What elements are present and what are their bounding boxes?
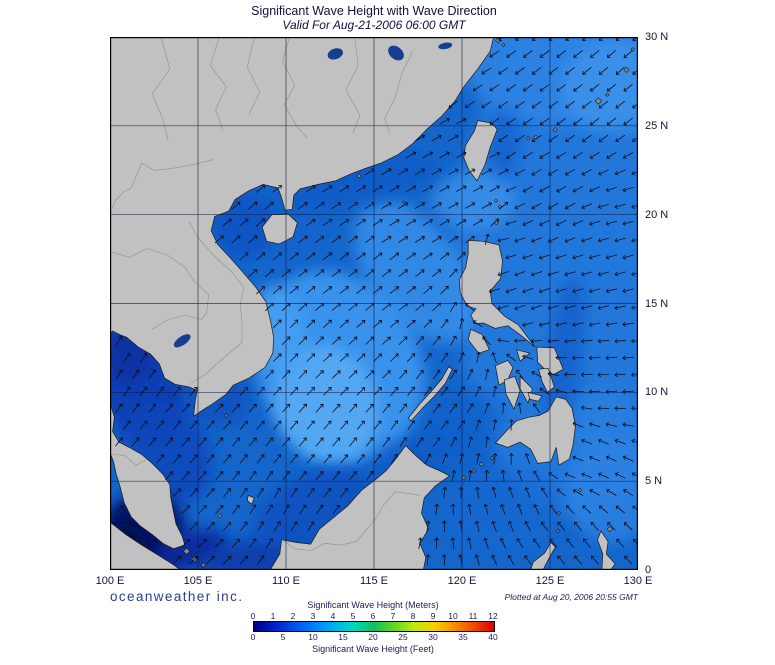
lon-label: 115 E <box>360 575 388 587</box>
lat-label: 10 N <box>645 386 669 399</box>
meters-tick: 2 <box>290 611 296 621</box>
feet-tick: 5 <box>280 632 286 642</box>
longitude-axis: 100 E 105 E 110 E 115 E 120 E 125 E 130 E <box>96 575 653 589</box>
meters-tick: 11 <box>468 611 478 621</box>
colorbar <box>253 621 495 632</box>
meters-tick: 5 <box>350 611 356 621</box>
lakes <box>173 42 453 348</box>
feet-tick: 25 <box>398 632 408 642</box>
lat-label: 25 N <box>645 119 669 132</box>
lon-label: 130 E <box>623 575 653 587</box>
lat-label: 5 N <box>645 475 663 488</box>
oceanweather-logo: oceanweather inc. <box>110 589 244 604</box>
legend-feet-label: Significant Wave Height (Feet) <box>312 644 434 654</box>
wave-direction-arrows <box>114 37 638 566</box>
latitude-axis: 0 5 N 10 N 15 N 20 N 25 N 30 N <box>645 31 690 576</box>
lat-label: 0 <box>645 564 652 576</box>
lat-label: 15 N <box>645 297 669 310</box>
graticule-grid <box>110 37 638 570</box>
plotted-timestamp: Plotted at Aug 20, 2006 20:55 GMT <box>504 592 638 602</box>
map-frame <box>110 37 638 570</box>
lon-label: 110 E <box>272 575 300 587</box>
lon-label: 105 E <box>183 575 213 587</box>
meters-tick: 10 <box>448 611 458 621</box>
feet-tick: 40 <box>488 632 498 642</box>
page-title: Significant Wave Height with Wave Direct… <box>251 4 497 18</box>
meters-tick: 9 <box>430 611 436 621</box>
meters-tick: 8 <box>410 611 416 621</box>
map-canvas <box>110 37 638 570</box>
meters-tick: 6 <box>370 611 376 621</box>
meters-tick: 4 <box>330 611 336 621</box>
feet-tick: 10 <box>308 632 318 642</box>
lat-label: 30 N <box>645 31 669 43</box>
lon-label: 100 E <box>95 575 125 587</box>
legend-feet-ticks: 0 5 10 15 20 25 30 35 40 <box>250 632 498 642</box>
legend-meters-label: Significant Wave Height (Meters) <box>307 600 439 610</box>
meters-tick: 7 <box>390 611 396 621</box>
legend-meters-ticks: 0 1 2 3 4 5 6 7 8 9 10 11 12 <box>250 611 498 621</box>
feet-tick: 15 <box>338 632 348 642</box>
meters-tick: 3 <box>310 611 316 621</box>
feet-tick: 30 <box>428 632 438 642</box>
lat-label: 20 N <box>645 208 669 221</box>
meters-tick: 1 <box>270 611 276 621</box>
landmasses <box>110 37 635 570</box>
meters-tick: 12 <box>488 611 498 621</box>
lon-label: 120 E <box>447 575 477 587</box>
feet-tick: 35 <box>458 632 468 642</box>
meters-tick: 0 <box>250 611 256 621</box>
valid-time-subtitle: Valid For Aug-21-2006 06:00 GMT <box>282 18 466 32</box>
feet-tick: 0 <box>250 632 256 642</box>
feet-tick: 20 <box>368 632 378 642</box>
lon-label: 125 E <box>535 575 565 587</box>
map-area <box>110 37 638 570</box>
